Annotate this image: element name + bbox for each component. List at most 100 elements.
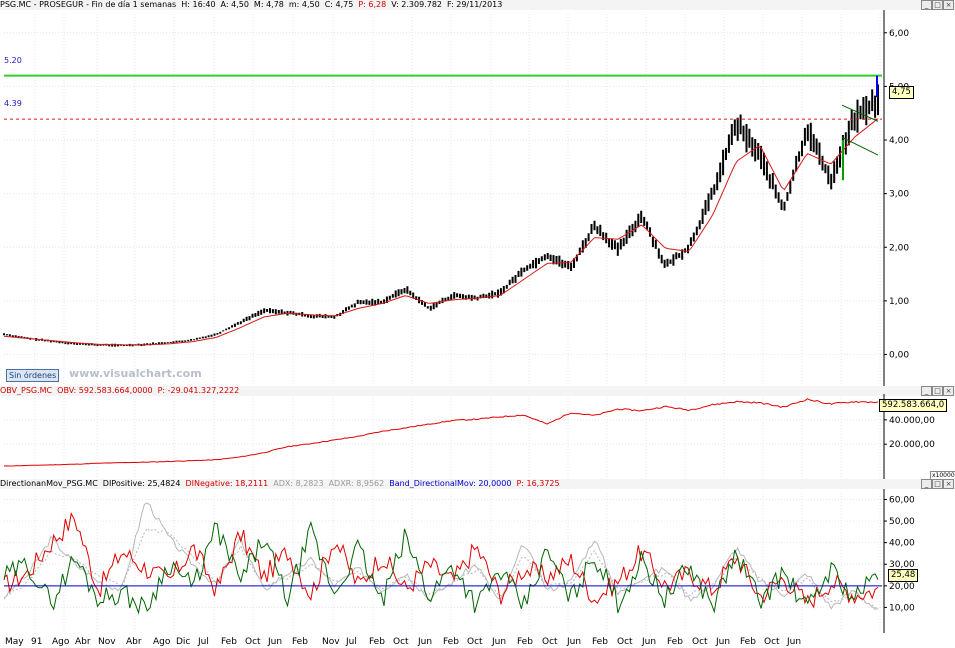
header-field: ADX: 8,2823 [273, 479, 324, 488]
y-tick-label: 20,00 [889, 582, 915, 592]
time-axis-label: Oct [245, 637, 261, 647]
time-axis-label: 91 [31, 637, 43, 647]
time-axis-label: Jun [642, 637, 657, 647]
orders-status-tag[interactable]: Sin órdenes [6, 369, 60, 382]
price-panel-header: PSG.MC - PROSEGUR - Fin de día 1 semanas… [0, 0, 955, 10]
di-negative-line [3, 511, 879, 609]
watermark-text: www.visualchart.com [69, 367, 202, 380]
time-axis-label: Jun [268, 637, 283, 647]
price-chart[interactable]: 0,001,002,003,004,005,006,00 [0, 0, 955, 386]
y-tick-label: 60,00 [889, 495, 915, 505]
y-tick-label: 1,00 [889, 297, 909, 307]
header-field: H: 16:40 [181, 0, 216, 9]
y-tick-label: 2,00 [889, 243, 909, 253]
y-tick-label: 0,00 [889, 351, 909, 361]
time-axis-label: Oct [764, 637, 780, 647]
header-field: PSG.MC - PROSEGUR - Fin de día 1 semanas [0, 0, 177, 9]
dmi-panel-header: DirectionanMov_PSG.MC DIPositive: 25,4824… [0, 479, 955, 489]
header-field: P: 6,28 [358, 0, 387, 9]
time-axis-label: May [5, 637, 24, 647]
dmi-chart[interactable]: 10,00 20,00 30,00 40,00 50,00 60,00 [0, 479, 955, 648]
y-tick-label: 6,00 [889, 29, 909, 39]
header-field: Band_DirectionalMov: 20,0000 [389, 479, 512, 488]
time-axis-label: Feb [740, 637, 756, 647]
header-field: P: 16,3725 [516, 479, 560, 488]
dmi-close-button[interactable]: × [943, 479, 954, 489]
y-tick-label: 30,00 [889, 560, 915, 570]
channel-lower-line [841, 136, 879, 156]
time-axis-label: Jun [418, 637, 433, 647]
adx-line [3, 502, 879, 610]
grid [4, 14, 882, 384]
obv-panel[interactable]: OBV_PSG.MC OBV: 592.583.664,0000 P: -29.04… [0, 386, 955, 479]
header-field: V: 2.309.782 [391, 0, 443, 9]
time-axis-label: Feb [667, 637, 683, 647]
resistance-level-label: 5.20 [4, 56, 22, 65]
price-close-button[interactable]: × [943, 0, 954, 10]
time-axis-label: Feb [221, 637, 237, 647]
dmi-maximize-button[interactable]: □ [932, 479, 943, 489]
header-field: F: 29/11/2013 [447, 0, 503, 9]
time-axis-label: Jun [492, 637, 507, 647]
obv-last-value: 592.583.664,0 [879, 399, 948, 412]
time-axis-label: Feb [369, 637, 385, 647]
y-tick-label: 10,00 [889, 603, 915, 613]
time-axis-label: Abr [126, 637, 142, 647]
dmi-last-value: 25,48 [888, 569, 919, 582]
y-tick-label: 50,00 [889, 517, 915, 527]
header-field: m: 4,50 [288, 0, 320, 9]
header-field: ADXR: 8,9562 [328, 479, 385, 488]
moving-average-line [3, 118, 879, 346]
y-tick-label: 40,00 [889, 539, 915, 549]
obv-panel-header: OBV_PSG.MC OBV: 592.583.664,0000 P: -29.04… [0, 386, 955, 396]
time-axis-label: Nov [98, 637, 116, 647]
time-axis-label: Oct [467, 637, 483, 647]
time-axis-label: Jun [716, 637, 731, 647]
y-tick-label: 4,00 [889, 136, 909, 146]
time-axis-label: Abr [75, 637, 91, 647]
y-tick-label: 3,00 [889, 190, 909, 200]
time-axis-label: Jul [346, 637, 357, 647]
time-axis-label: Jun [567, 637, 582, 647]
header-field: DirectionanMov_PSG.MC [0, 479, 98, 488]
time-axis-label: Oct [393, 637, 409, 647]
header-field: DIPositive: 25,4824 [102, 479, 181, 488]
header-field: A: 4,50 [220, 0, 249, 9]
dmi-minimize-button[interactable]: _ [921, 479, 932, 489]
time-axis-label: Feb [517, 637, 533, 647]
time-axis-label: Feb [592, 637, 608, 647]
header-field: OBV_PSG.MC [0, 386, 53, 395]
time-axis-label: Oct [692, 637, 708, 647]
header-field: M: 4,78 [253, 0, 284, 9]
header-field: DINegative: 18,2111 [185, 479, 269, 488]
price-panel[interactable]: PSG.MC - PROSEGUR - Fin de día 1 semanas… [0, 0, 955, 386]
time-axis-label: Ago [153, 637, 171, 647]
price-minimize-button[interactable]: _ [921, 0, 932, 10]
dmi-panel[interactable]: DirectionanMov_PSG.MC DIPositive: 25,4824… [0, 479, 955, 648]
obv-maximize-button[interactable]: □ [932, 386, 943, 396]
price-last-value: 4,75 [889, 86, 914, 99]
header-field: P: -29.041.327,2222 [157, 386, 240, 395]
time-axis-label: Oct [617, 637, 633, 647]
grid [4, 398, 882, 477]
y-tick-label: 20.000,00 [889, 440, 935, 450]
price-maximize-button[interactable]: □ [932, 0, 943, 10]
time-axis-label: Nov [322, 637, 340, 647]
time-axis-label: Jun [787, 637, 802, 647]
time-axis-label: Jul [198, 637, 209, 647]
obv-chart[interactable]: 20.000,00 40.000,00 [0, 386, 955, 479]
time-axis-label: Feb [292, 637, 308, 647]
time-axis-label: Oct [542, 637, 558, 647]
header-field: C: 4,75 [324, 0, 354, 9]
obv-line [3, 398, 879, 467]
channel-upper-line [841, 104, 879, 122]
support-level-label: 4.39 [4, 99, 22, 108]
time-axis-label: Ago [52, 637, 70, 647]
grid [4, 493, 882, 629]
header-field: OBV: 592.583.664,0000 [57, 386, 153, 395]
time-axis-label: Dic [176, 637, 191, 647]
obv-minimize-button[interactable]: _ [921, 386, 932, 396]
time-axis-label: Feb [443, 637, 459, 647]
obv-close-button[interactable]: × [943, 386, 954, 396]
di-positive-line [3, 520, 879, 615]
